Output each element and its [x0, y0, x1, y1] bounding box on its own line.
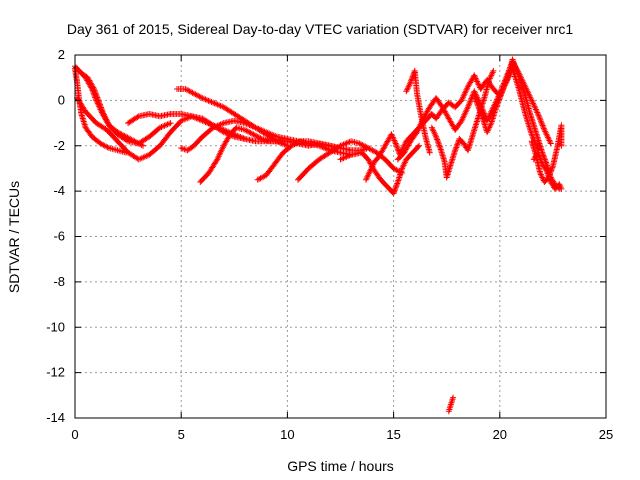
series-markers — [197, 124, 291, 185]
series-markers — [254, 138, 372, 183]
series-markers — [530, 149, 565, 192]
x-tick-label: 25 — [599, 427, 613, 442]
data-series — [403, 67, 433, 156]
y-tick-label: -10 — [46, 319, 65, 334]
series-markers — [337, 142, 423, 197]
series-markers — [445, 394, 457, 415]
x-tick-label: 5 — [178, 427, 185, 442]
data-series — [445, 394, 457, 415]
series-markers — [363, 65, 541, 183]
data-series — [363, 65, 541, 183]
data-series — [528, 122, 565, 185]
series-markers — [403, 67, 433, 156]
x-tick-label: 0 — [71, 427, 78, 442]
y-tick-label: -14 — [46, 410, 65, 425]
x-axis-label: GPS time / hours — [287, 458, 394, 474]
series-markers — [295, 138, 406, 183]
y-tick-label: 2 — [58, 47, 65, 62]
chart-title: Day 361 of 2015, Sidereal Day-to-day VTE… — [66, 21, 574, 37]
series-markers — [78, 70, 174, 147]
data-series — [197, 124, 291, 185]
series-markers — [471, 56, 563, 192]
series-markers — [528, 122, 565, 185]
data-series — [295, 138, 406, 183]
y-tick-label: -4 — [53, 183, 65, 198]
x-tick-label: 20 — [493, 427, 507, 442]
y-tick-label: -2 — [53, 138, 65, 153]
data-series — [530, 149, 565, 192]
y-tick-label: -8 — [53, 274, 65, 289]
data-series — [254, 138, 372, 183]
data-series — [337, 142, 423, 197]
data-series — [471, 56, 563, 192]
y-tick-label: 0 — [58, 92, 65, 107]
data-series — [78, 70, 174, 147]
data-points — [72, 56, 565, 415]
y-tick-label: -12 — [46, 365, 65, 380]
x-tick-label: 10 — [280, 427, 294, 442]
y-tick-label: -6 — [53, 229, 65, 244]
x-tick-label: 15 — [386, 427, 400, 442]
